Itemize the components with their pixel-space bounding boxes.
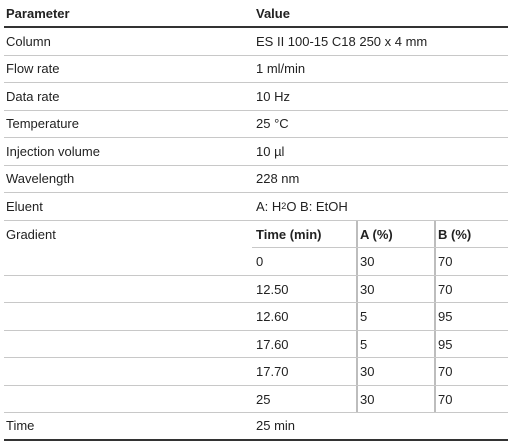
gradient-time: 0 bbox=[256, 254, 264, 270]
gradient-step-row: 17.70 30 70 bbox=[4, 358, 508, 386]
gradient-step-row: 0 30 70 bbox=[4, 248, 508, 276]
gradient-header-divider bbox=[252, 247, 508, 248]
table-row: Flow rate 1 ml/min bbox=[4, 56, 508, 83]
gradient-time: 12.50 bbox=[256, 281, 289, 297]
gradient-time: 12.60 bbox=[256, 309, 289, 325]
gradient-step-row: 17.60 5 95 bbox=[4, 331, 508, 358]
table-row: Data rate 10 Hz bbox=[4, 83, 508, 111]
gradient-b-value: 70 bbox=[438, 254, 453, 270]
gradient-a-value: 30 bbox=[360, 254, 375, 270]
gradient-b-value: 70 bbox=[438, 364, 453, 380]
gradient-time: 17.60 bbox=[256, 336, 289, 352]
gradient-b-value: 95 bbox=[438, 336, 453, 352]
gradient-block: Gradient Time (min) A (%) B (%) 0 30 70 … bbox=[4, 220, 508, 413]
row-divider bbox=[4, 412, 508, 413]
parameter-label: Time bbox=[6, 418, 35, 434]
gradient-step-row: 25 30 70 bbox=[4, 386, 508, 413]
parameter-label: Data rate bbox=[6, 88, 60, 104]
gradient-b-value: 70 bbox=[438, 391, 453, 407]
row-divider bbox=[4, 274, 508, 276]
gradient-time-header: Time (min) bbox=[256, 226, 322, 242]
parameter-value: ES II 100-15 C18 250 x 4 mm bbox=[256, 33, 428, 49]
table-row: Temperature 25 °C bbox=[4, 111, 508, 138]
method-parameters-table: Parameter Value Column ES II 100-15 C18 … bbox=[4, 0, 508, 441]
table-row: Column ES II 100-15 C18 250 x 4 mm bbox=[4, 28, 508, 56]
gradient-a-value: 5 bbox=[360, 309, 368, 325]
row-divider bbox=[4, 302, 508, 303]
table-row: Injection volume 10 µl bbox=[4, 138, 508, 166]
gradient-a-value: 30 bbox=[360, 391, 375, 407]
table-row: Wavelength 228 nm bbox=[4, 166, 508, 193]
gradient-b-value: 70 bbox=[438, 281, 453, 297]
gradient-step-row: 12.50 30 70 bbox=[4, 276, 508, 303]
parameter-value: 10 Hz bbox=[256, 88, 290, 104]
parameter-label: Gradient bbox=[6, 226, 56, 242]
table-header-row: Parameter Value bbox=[4, 0, 508, 28]
gradient-header-row: Gradient Time (min) A (%) B (%) bbox=[4, 221, 508, 248]
parameter-label: Injection volume bbox=[6, 143, 100, 159]
parameter-value: 1 ml/min bbox=[256, 61, 306, 77]
parameter-label: Column bbox=[6, 33, 51, 49]
gradient-step-row: 12.60 5 95 bbox=[4, 303, 508, 331]
parameter-label: Wavelength bbox=[6, 171, 75, 187]
eluent-a-prefix: A: H bbox=[256, 198, 282, 214]
parameter-label: Temperature bbox=[6, 116, 79, 132]
gradient-time: 17.70 bbox=[256, 364, 289, 380]
gradient-divider-b bbox=[434, 220, 436, 413]
value-column-header: Value bbox=[256, 5, 290, 21]
gradient-divider-a bbox=[356, 220, 358, 413]
parameter-label: Flow rate bbox=[6, 61, 60, 77]
gradient-b-header: B (%) bbox=[438, 226, 472, 242]
parameter-value: 228 nm bbox=[256, 171, 300, 187]
gradient-b-value: 95 bbox=[438, 309, 453, 325]
parameter-value: 25 °C bbox=[256, 116, 289, 132]
gradient-a-value: 30 bbox=[360, 364, 375, 380]
parameter-value: 10 µl bbox=[256, 143, 285, 159]
row-divider bbox=[4, 384, 508, 386]
parameter-value: 25 min bbox=[256, 418, 296, 434]
parameter-column-header: Parameter bbox=[6, 5, 70, 21]
row-divider bbox=[4, 357, 508, 358]
time-row: Time 25 min bbox=[4, 413, 508, 441]
gradient-a-value: 5 bbox=[360, 336, 368, 352]
parameter-label: Eluent bbox=[6, 198, 43, 214]
row-divider bbox=[4, 329, 508, 331]
gradient-time: 25 bbox=[256, 391, 271, 407]
eluent-a-suffix: O B: EtOH bbox=[286, 198, 348, 214]
gradient-a-header: A (%) bbox=[360, 226, 393, 242]
gradient-a-value: 30 bbox=[360, 281, 375, 297]
